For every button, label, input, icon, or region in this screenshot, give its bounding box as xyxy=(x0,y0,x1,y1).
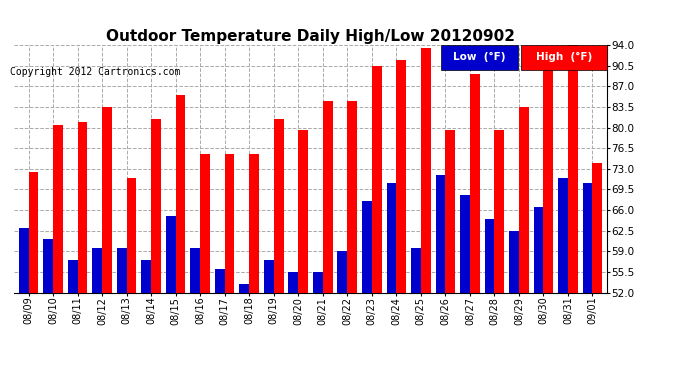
Bar xyxy=(92,248,102,375)
Bar xyxy=(298,130,308,375)
Bar xyxy=(313,272,323,375)
Bar xyxy=(470,75,480,375)
Bar xyxy=(421,48,431,375)
Bar xyxy=(288,272,298,375)
Bar xyxy=(28,172,39,375)
Bar xyxy=(117,248,126,375)
Bar xyxy=(249,154,259,375)
Text: High  (°F): High (°F) xyxy=(536,53,592,62)
Bar xyxy=(544,60,553,375)
Bar xyxy=(53,124,63,375)
Bar xyxy=(519,107,529,375)
Bar xyxy=(495,130,504,375)
Bar xyxy=(558,178,568,375)
Bar xyxy=(102,107,112,375)
Bar xyxy=(264,260,274,375)
Bar xyxy=(435,175,445,375)
Bar xyxy=(593,163,602,375)
Bar xyxy=(323,101,333,375)
Bar xyxy=(126,178,137,375)
Bar xyxy=(386,183,396,375)
Bar xyxy=(582,183,593,375)
Bar xyxy=(200,154,210,375)
Bar xyxy=(166,216,176,375)
Bar xyxy=(141,260,151,375)
Title: Outdoor Temperature Daily High/Low 20120902: Outdoor Temperature Daily High/Low 20120… xyxy=(106,29,515,44)
Text: Low  (°F): Low (°F) xyxy=(453,53,506,62)
Bar xyxy=(337,251,347,375)
Bar xyxy=(460,195,470,375)
Bar xyxy=(239,284,249,375)
Bar xyxy=(372,66,382,375)
Bar xyxy=(568,45,578,375)
Bar xyxy=(274,118,284,375)
Bar xyxy=(362,201,372,375)
Bar xyxy=(396,60,406,375)
Bar xyxy=(347,101,357,375)
Bar xyxy=(176,95,186,375)
FancyBboxPatch shape xyxy=(521,45,607,70)
Bar xyxy=(43,240,53,375)
Bar xyxy=(509,231,519,375)
Bar xyxy=(445,130,455,375)
Bar xyxy=(190,248,200,375)
Text: Copyright 2012 Cartronics.com: Copyright 2012 Cartronics.com xyxy=(10,67,181,77)
Bar xyxy=(77,122,88,375)
FancyBboxPatch shape xyxy=(441,45,518,70)
Bar xyxy=(19,228,28,375)
Bar xyxy=(533,207,544,375)
Bar xyxy=(225,154,235,375)
Bar xyxy=(411,248,421,375)
Bar xyxy=(151,118,161,375)
Bar xyxy=(484,219,495,375)
Bar xyxy=(215,269,225,375)
Bar xyxy=(68,260,77,375)
